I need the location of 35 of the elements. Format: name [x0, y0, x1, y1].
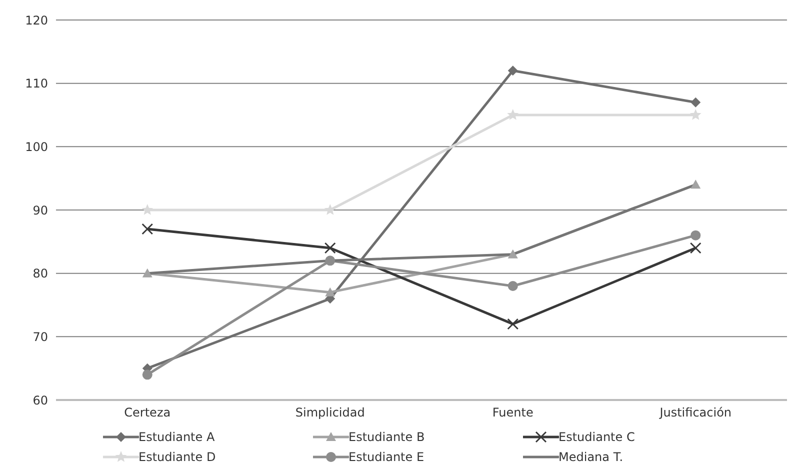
y-tick-label: 110: [25, 76, 48, 91]
x-tick-label: Simplicidad: [295, 406, 365, 420]
legend-label: Estudiante E: [348, 450, 424, 464]
y-tick-label: 100: [25, 140, 48, 154]
point: [690, 230, 701, 240]
legend-label: Estudiante B: [348, 430, 425, 444]
point: [142, 204, 154, 215]
point: [508, 281, 518, 291]
point: [507, 318, 519, 330]
x-tick-label: Justificación: [658, 406, 732, 420]
point: [142, 268, 152, 278]
point: [142, 223, 154, 235]
y-tick-label: 120: [25, 13, 48, 28]
point: [508, 66, 518, 76]
point: [324, 204, 336, 215]
y-tick-label: 70: [32, 330, 48, 344]
point: [325, 256, 336, 266]
x-tick-label: Certeza: [124, 406, 171, 420]
x-tick-label: Fuente: [492, 406, 534, 420]
y-tick-label: 90: [32, 203, 48, 218]
y-tick-label: 60: [32, 393, 48, 408]
y-tick-label: 80: [32, 266, 48, 281]
point: [508, 249, 518, 258]
point: [325, 287, 336, 296]
point: [507, 109, 519, 120]
legend-label: Estudiante A: [138, 430, 215, 444]
point: [324, 242, 336, 254]
point: [690, 109, 702, 120]
point: [690, 97, 701, 108]
legend-label: Mediana T.: [558, 450, 624, 464]
point: [142, 370, 152, 380]
legend-label: Estudiante D: [138, 450, 216, 464]
point: [690, 242, 702, 254]
legend-label: Estudiante C: [558, 430, 635, 444]
point: [690, 180, 701, 189]
